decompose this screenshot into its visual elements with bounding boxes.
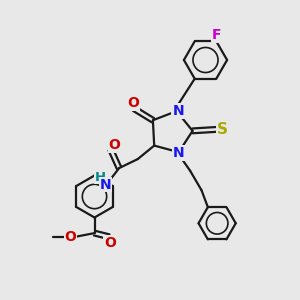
Text: N: N	[173, 146, 184, 160]
Text: O: O	[108, 138, 120, 152]
Text: O: O	[64, 230, 76, 244]
Text: O: O	[104, 236, 116, 250]
Text: N: N	[100, 178, 111, 192]
Text: O: O	[127, 96, 139, 110]
Text: S: S	[217, 122, 228, 137]
Text: H: H	[95, 171, 106, 184]
Text: N: N	[172, 104, 184, 118]
Text: F: F	[212, 28, 221, 42]
